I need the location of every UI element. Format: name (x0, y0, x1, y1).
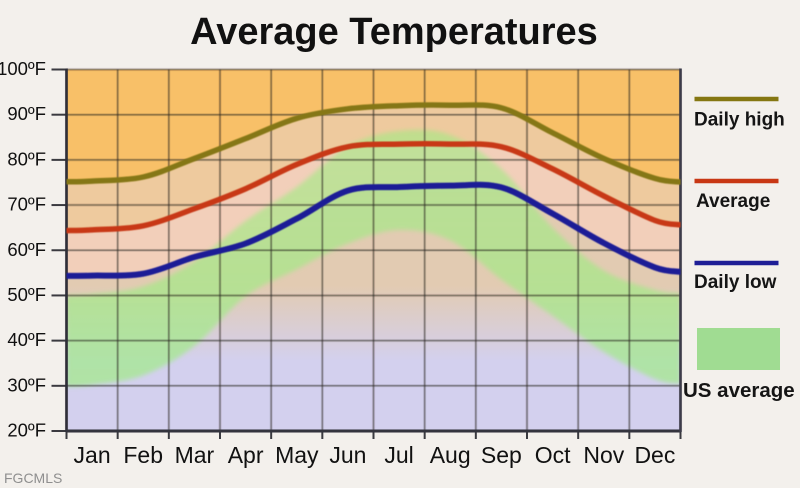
svg-text:20ºF: 20ºF (7, 420, 46, 441)
svg-text:Daily high: Daily high (694, 110, 785, 131)
svg-text:70ºF: 70ºF (7, 194, 46, 215)
svg-text:US average: US average (683, 379, 795, 402)
svg-text:40ºF: 40ºF (7, 329, 46, 350)
svg-text:Jan: Jan (74, 442, 111, 468)
svg-text:Feb: Feb (123, 442, 163, 468)
svg-text:30ºF: 30ºF (7, 374, 46, 395)
svg-text:Aug: Aug (430, 442, 471, 468)
svg-text:60ºF: 60ºF (7, 239, 46, 260)
svg-text:Average: Average (696, 191, 770, 212)
svg-text:Oct: Oct (535, 442, 571, 468)
svg-text:Nov: Nov (583, 442, 624, 468)
svg-text:Apr: Apr (228, 442, 264, 468)
svg-text:Dec: Dec (634, 442, 675, 468)
svg-text:Jul: Jul (384, 442, 413, 468)
svg-text:FGCMLS: FGCMLS (4, 470, 62, 486)
svg-text:May: May (275, 442, 319, 468)
svg-text:90ºF: 90ºF (7, 103, 46, 124)
svg-text:Sep: Sep (481, 442, 522, 468)
svg-text:Daily low: Daily low (694, 272, 777, 293)
svg-text:50ºF: 50ºF (7, 284, 46, 305)
svg-text:Jun: Jun (329, 442, 366, 468)
svg-text:80ºF: 80ºF (7, 148, 46, 169)
svg-text:100ºF: 100ºF (0, 58, 46, 79)
svg-text:Average Temperatures: Average Temperatures (190, 11, 598, 53)
svg-text:Mar: Mar (175, 442, 215, 468)
